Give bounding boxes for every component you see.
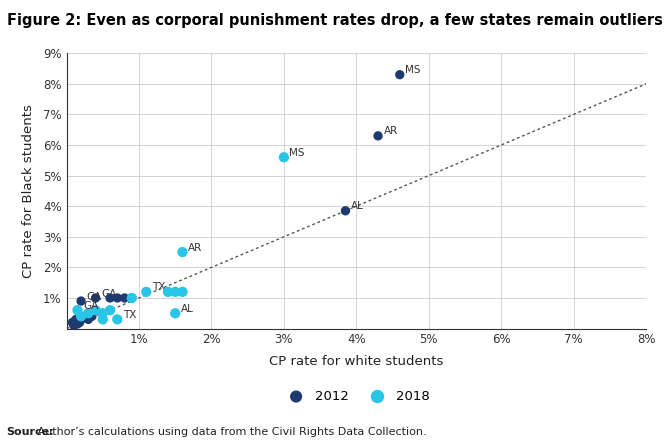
Point — [170, 288, 180, 295]
Text: GA: GA — [101, 289, 117, 298]
Point — [170, 310, 180, 317]
Point — [69, 322, 79, 329]
Point — [119, 294, 130, 301]
Point — [79, 313, 90, 320]
Point — [90, 307, 101, 314]
Text: TX: TX — [152, 282, 165, 293]
Legend: 2012, 2018: 2012, 2018 — [278, 385, 435, 408]
Point — [127, 294, 137, 301]
Text: Author’s calculations using data from the Civil Rights Data Collection.: Author’s calculations using data from th… — [34, 427, 426, 437]
Point — [97, 316, 108, 323]
Point — [373, 132, 384, 139]
Point — [72, 321, 83, 328]
Point — [83, 310, 94, 317]
Text: GA: GA — [87, 292, 102, 301]
Text: AL: AL — [351, 202, 364, 211]
Point — [90, 294, 101, 301]
Point — [112, 316, 123, 323]
Text: MS: MS — [290, 148, 305, 158]
X-axis label: CP rate for white students: CP rate for white students — [269, 355, 444, 368]
Y-axis label: CP rate for Black students: CP rate for Black students — [22, 104, 35, 278]
Point — [83, 316, 94, 323]
Point — [112, 294, 123, 301]
Point — [278, 154, 289, 161]
Text: AL: AL — [180, 304, 194, 314]
Text: Figure 2: Even as corporal punishment rates drop, a few states remain outliers: Figure 2: Even as corporal punishment ra… — [7, 13, 663, 28]
Text: AR: AR — [188, 243, 202, 253]
Point — [76, 297, 87, 305]
Point — [340, 207, 351, 214]
Point — [177, 288, 188, 295]
2018 — [76, 313, 87, 320]
Text: GA: GA — [83, 301, 99, 311]
Point — [72, 307, 83, 314]
Text: MS: MS — [406, 65, 421, 75]
Point — [87, 313, 97, 320]
Point — [177, 249, 188, 256]
Point — [127, 294, 137, 301]
Point — [163, 288, 173, 295]
Point — [76, 316, 87, 323]
Point — [97, 310, 108, 317]
Point — [141, 288, 152, 295]
Text: Source:: Source: — [7, 427, 55, 437]
Point — [75, 319, 85, 326]
2012 — [67, 319, 78, 326]
Point — [105, 307, 115, 314]
Text: AR: AR — [384, 127, 398, 136]
Text: TX: TX — [123, 310, 137, 320]
Point — [105, 294, 115, 301]
Point — [71, 316, 81, 323]
Point — [394, 71, 405, 78]
